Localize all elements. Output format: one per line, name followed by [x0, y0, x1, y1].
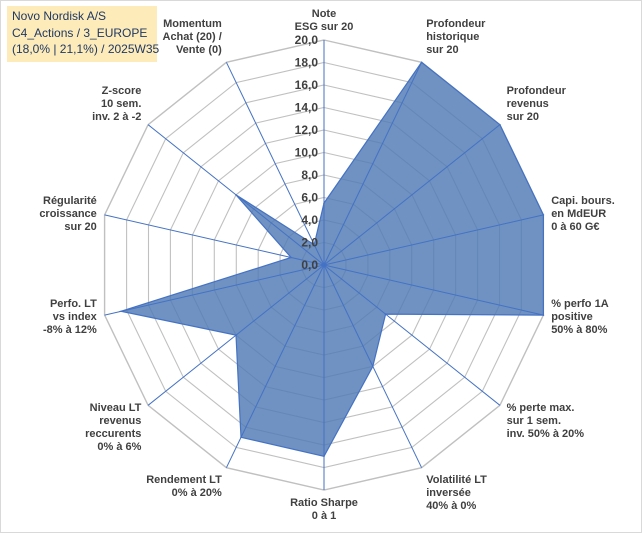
series-area [118, 61, 545, 457]
title-category: C4_Actions / 3_EUROPE [12, 25, 148, 40]
axis-label-line: Profondeur [426, 18, 486, 30]
axis-label: Niveau LT revenus reccurents 0% à 6% [85, 402, 142, 453]
axis-spoke [225, 264, 325, 468]
tick-label: 6,0 [301, 191, 318, 205]
axis-label-line: Note [312, 8, 336, 20]
axis-label: Profondeur revenus sur 20 [507, 85, 567, 123]
axis-label-line: -8% à 12% [43, 324, 97, 336]
axis-label-line: 0% à 6% [97, 441, 141, 453]
title-performance: (18,0% | 21,1%) / 2025W35 [12, 42, 160, 56]
axis-label-line: sur 20 [507, 111, 539, 123]
axis-label: Profondeur historique sur 20 [426, 18, 486, 56]
axis-spoke [147, 264, 325, 406]
tick-label: 14,0 [295, 101, 319, 115]
axis-label-line: Rendement LT [146, 474, 222, 486]
axis-label-line: sur 20 [426, 44, 458, 56]
axis-label-line: 0% à 20% [172, 487, 222, 499]
axis-label-line: Momentum [163, 18, 222, 30]
title-company: Novo Nordisk A/S [12, 9, 107, 23]
tick-label: 2,0 [301, 236, 318, 250]
axis-spoke [323, 264, 423, 468]
axis-label-line: historique [426, 31, 479, 43]
tick-label: 18,0 [295, 56, 319, 70]
axis-label-line: 40% à 0% [426, 500, 476, 512]
axis-label: Perfo. LT vs index -8% à 12% [43, 298, 98, 336]
axis-spoke [323, 62, 423, 266]
tick-label: 12,0 [295, 123, 319, 137]
chart-title-box: Novo Nordisk A/S C4_Actions / 3_EUROPE (… [7, 6, 160, 62]
axis-spoke [323, 264, 544, 316]
axis-label-line: croissance [39, 208, 96, 220]
tick-label: 10,0 [295, 146, 319, 160]
axis-spoke [225, 62, 325, 266]
radar-tick-labels: 0,0 2,0 4,0 6,0 8,0 10,0 12,0 14,0 16,0 18,0 20,0 [295, 33, 319, 272]
axis-label-line: 0 à 60 G€ [551, 221, 599, 233]
tick-label: 16,0 [295, 78, 319, 92]
axis-label-line: sur 20 [64, 221, 96, 233]
axis-label: Note ESG sur 20 [295, 8, 354, 33]
axis-label-line: % perte max. [507, 402, 575, 414]
axis-label-line: Profondeur [507, 85, 567, 97]
axis-spoke [104, 264, 325, 316]
axis-label-line: sur 1 sem. [507, 415, 561, 427]
tick-label: 4,0 [301, 213, 318, 227]
axis-label-line: reccurents [85, 428, 141, 440]
axis-label-line: revenus [99, 415, 141, 427]
tick-label: 8,0 [301, 168, 318, 182]
axis-label: % perfo 1A positive 50% à 80% [551, 298, 609, 336]
axis-label-line: 10 sem. [101, 98, 141, 110]
axis-label-line: vs index [53, 311, 98, 323]
axis-label-line: Régularité [43, 195, 97, 207]
axis-spoke [323, 124, 501, 266]
axis-spoke [104, 214, 325, 266]
axis-label-line: revenus [507, 98, 549, 110]
axis-label-line: Volatilité LT [426, 474, 487, 486]
radar-axis-labels: Note ESG sur 20 Profondeur historique sur 20… [39, 8, 614, 522]
axis-label-line: Vente (0) [176, 44, 222, 56]
tick-label: 0,0 [301, 258, 318, 272]
axis-label-line: inv. 50% à 20% [507, 428, 585, 440]
axis-label: % perte max. sur 1 sem. inv. 50% à 20% [507, 402, 585, 440]
axis-label-line: 0 à 1 [312, 510, 336, 522]
axis-label-line: positive [551, 311, 593, 323]
axis-label-line: Z-score [102, 85, 142, 97]
axis-label-line: inversée [426, 487, 471, 499]
axis-label: Rendement LT 0% à 20% [146, 474, 222, 499]
axis-label-line: ESG sur 20 [295, 21, 354, 33]
axis-spoke [147, 124, 325, 266]
radar-series [118, 61, 545, 458]
axis-label: Momentum Achat (20) / Vente (0) [163, 18, 223, 56]
axis-label-line: Achat (20) / [163, 31, 222, 43]
tick-label: 20,0 [295, 33, 319, 47]
axis-label-line: Perfo. LT [50, 298, 97, 310]
axis-spoke [323, 264, 501, 406]
axis-label-line: 50% à 80% [551, 324, 607, 336]
axis-label-line: Ratio Sharpe [290, 497, 358, 509]
axis-spoke [323, 214, 544, 266]
axis-label-line: en MdEUR [551, 208, 606, 220]
axis-label: Régularité croissance sur 20 [39, 195, 96, 233]
axis-label-line: inv. 2 à -2 [92, 111, 141, 123]
axis-label-line: Capi. bours. [551, 195, 615, 207]
axis-label-line: Niveau LT [90, 402, 142, 414]
axis-label: Z-score 10 sem. inv. 2 à -2 [92, 85, 141, 123]
axis-label: Capi. bours. en MdEUR 0 à 60 G€ [551, 195, 615, 233]
radar-spokes [104, 40, 544, 490]
axis-label: Volatilité LT inversée 40% à 0% [426, 474, 487, 512]
axis-label: Ratio Sharpe 0 à 1 [290, 497, 358, 522]
axis-label-line: % perfo 1A [551, 298, 609, 310]
